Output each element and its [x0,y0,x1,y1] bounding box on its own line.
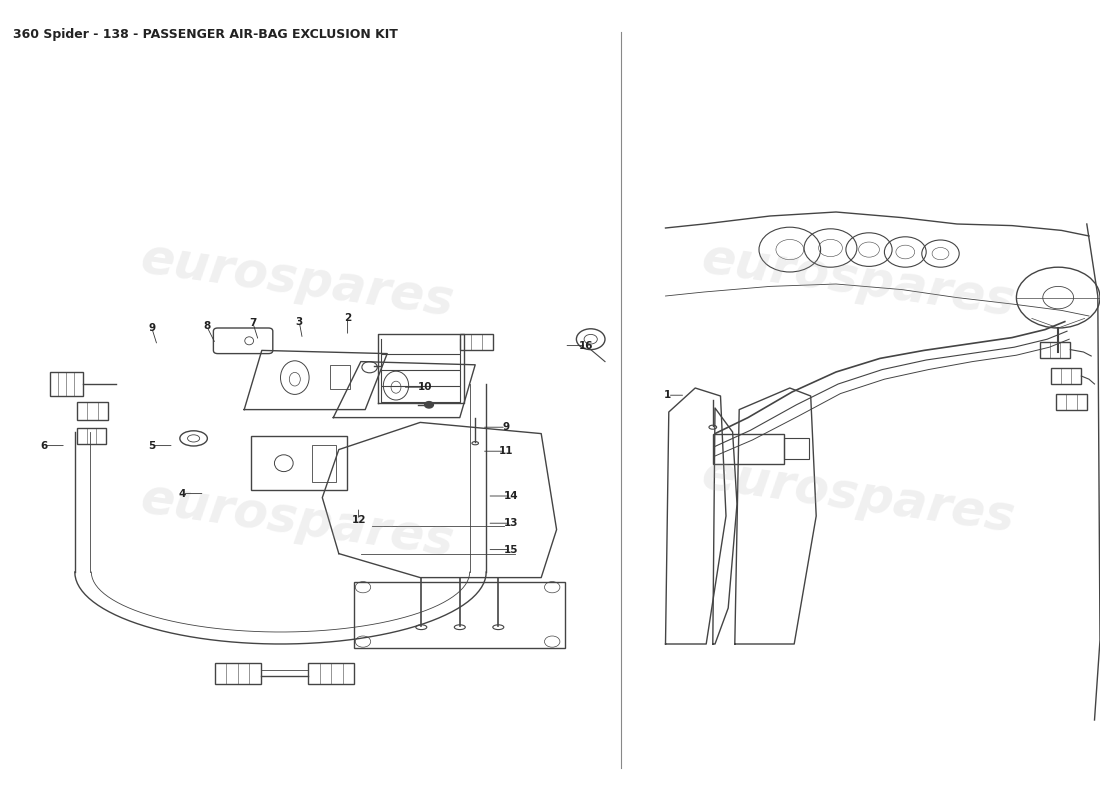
Text: 14: 14 [504,491,519,501]
Text: 2: 2 [344,314,351,323]
Text: 10: 10 [417,382,432,392]
Text: 3: 3 [296,317,303,326]
Text: eurospares: eurospares [698,234,1018,326]
Text: 15: 15 [504,545,519,554]
Text: 1: 1 [664,390,671,400]
Circle shape [425,402,433,408]
Bar [784,438,808,459]
Bar [1040,342,1070,358]
Text: eurospares: eurospares [698,450,1018,542]
Bar [77,428,106,444]
Bar [1056,394,1087,410]
Text: 12: 12 [351,515,366,525]
Bar [354,582,565,648]
Text: 7: 7 [250,318,256,328]
Text: 360 Spider - 138 - PASSENGER AIR-BAG EXCLUSION KIT: 360 Spider - 138 - PASSENGER AIR-BAG EXC… [13,28,398,41]
Bar [308,663,354,684]
Text: eurospares: eurospares [138,474,456,566]
Text: 11: 11 [498,446,514,456]
Bar [77,402,108,420]
Text: 16: 16 [579,341,594,350]
Bar [330,365,350,389]
Text: 6: 6 [41,441,47,450]
Text: 13: 13 [504,518,519,528]
Text: 9: 9 [503,422,509,432]
Bar [1050,368,1081,384]
Bar [251,436,346,490]
Bar [312,445,336,482]
Text: 4: 4 [179,489,186,498]
Text: 9: 9 [148,323,155,333]
Text: 8: 8 [204,322,210,331]
Bar [214,663,261,684]
Bar [460,334,493,350]
Bar [713,434,784,464]
Bar [50,372,82,396]
Text: 5: 5 [148,441,155,450]
Text: eurospares: eurospares [138,234,456,326]
